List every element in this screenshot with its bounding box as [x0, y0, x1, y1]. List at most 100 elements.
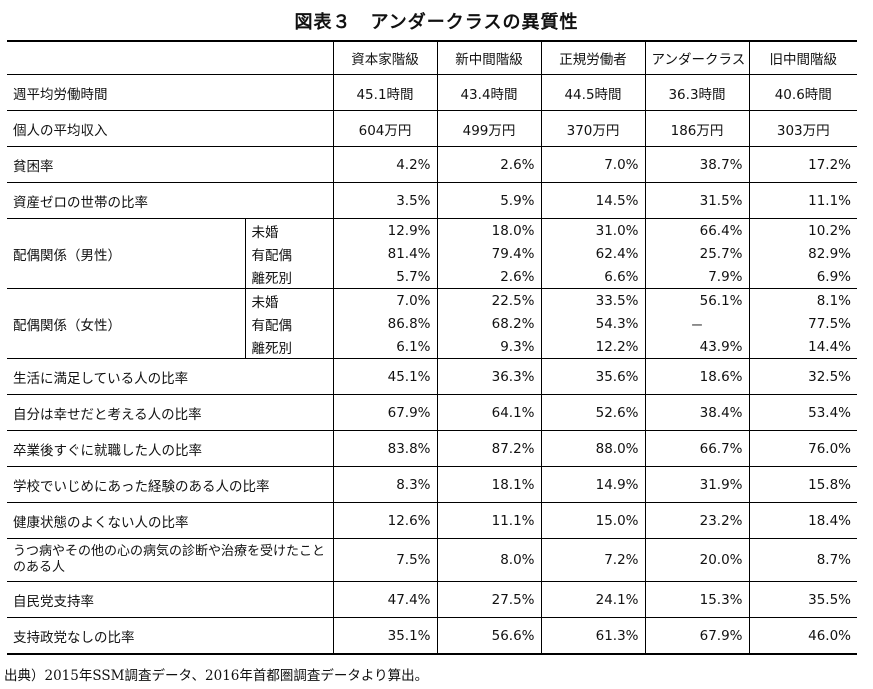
- row-label: 学校でいじめにあった経験のある人の比率: [13, 478, 270, 495]
- table-cell: 31.9%: [644, 466, 749, 503]
- row-label: 生活に満足している人の比率: [13, 370, 189, 387]
- table-cell: 8.0%: [436, 538, 541, 582]
- table-cell: 7.0%: [332, 288, 437, 312]
- column-header: 旧中間階級: [748, 41, 857, 75]
- table-cell: 9.3%: [436, 335, 541, 359]
- column-header: 新中間階級: [436, 41, 541, 75]
- table-cell: 18.6%: [644, 358, 749, 395]
- table-row: 健康状態のよくない人の比率 12.6% 11.1% 15.0% 23.2% 18.4%: [7, 502, 857, 539]
- table-cell: －: [644, 312, 749, 335]
- table-cell: 82.9%: [748, 242, 857, 265]
- table-cell: 52.6%: [540, 394, 645, 431]
- table-cell: 36.3時間: [644, 74, 749, 111]
- table-row: 離死別 6.1% 9.3% 12.2% 43.9% 14.4%: [7, 335, 857, 359]
- table-row: 資産ゼロの世帯の比率 3.5% 5.9% 14.5% 31.5% 11.1%: [7, 182, 857, 219]
- table-cell: 86.8%: [332, 312, 437, 335]
- table-cell: 499万円: [436, 110, 541, 147]
- table-cell: 83.8%: [332, 430, 437, 467]
- source-note: 出典）2015年SSM調査データ、2016年首都圏調査データより算出。: [4, 668, 429, 684]
- table-cell: 40.6時間: [748, 74, 857, 111]
- table-row: 配偶関係（男性） 未婚 12.9% 18.0% 31.0% 66.4% 10.2%: [7, 218, 857, 264]
- table-cell: 14.9%: [540, 466, 645, 503]
- table-cell: 31.0%: [540, 218, 645, 242]
- column-header: アンダークラス: [644, 41, 749, 75]
- table-cell: 76.0%: [748, 430, 857, 467]
- table-cell: 43.9%: [644, 335, 749, 359]
- table-row: 学校でいじめにあった経験のある人の比率 8.3% 18.1% 14.9% 31.9% 15…: [7, 466, 857, 503]
- table-cell: 2.6%: [436, 146, 541, 183]
- table-cell: 7.2%: [540, 538, 645, 582]
- table-cell: 6.6%: [540, 265, 645, 289]
- row-label: 週平均労働時間: [13, 86, 108, 103]
- table-cell: 43.4時間: [436, 74, 541, 111]
- table-row: 週平均労働時間 45.1時間 43.4時間 44.5時間 36.3時間 40.6時間: [7, 74, 857, 111]
- table-cell: 35.1%: [332, 617, 437, 654]
- table-cell: 45.1%: [332, 358, 437, 395]
- table-row: 配偶関係（女性） 未婚 7.0% 22.5% 33.5% 56.1% 8.1%: [7, 288, 857, 334]
- row-label: 個人の平均収入: [13, 122, 108, 139]
- table-row: 支持政党なしの比率 35.1% 56.6% 61.3% 67.9% 46.0%: [7, 617, 857, 654]
- table-cell: 370万円: [540, 110, 645, 147]
- table-cell: 18.0%: [436, 218, 541, 242]
- table-cell: 8.3%: [332, 466, 437, 503]
- table-cell: 11.1%: [436, 502, 541, 539]
- row-sublabel: 有配偶: [244, 242, 333, 265]
- table-row: 卒業後すぐに就職した人の比率 83.8% 87.2% 88.0% 66.7% 76.0%: [7, 430, 857, 467]
- table-cell: 604万円: [332, 110, 437, 147]
- row-label: 貧困率: [13, 158, 54, 175]
- table-cell: 46.0%: [748, 617, 857, 654]
- table-cell: 7.5%: [332, 538, 437, 582]
- table-cell: 7.9%: [644, 265, 749, 289]
- row-sublabel: 未婚: [244, 218, 333, 242]
- table-cell: 64.1%: [436, 394, 541, 431]
- table-cell: 87.2%: [436, 430, 541, 467]
- column-header: 正規労働者: [540, 41, 645, 75]
- table-row: 生活に満足している人の比率 45.1% 36.3% 35.6% 18.6% 32.5%: [7, 358, 857, 395]
- table-cell: 56.6%: [436, 617, 541, 654]
- table-cell: 68.2%: [436, 312, 541, 335]
- table-cell: 6.1%: [332, 335, 437, 359]
- table-cell: 18.1%: [436, 466, 541, 503]
- table-cell: 66.7%: [644, 430, 749, 467]
- table-row: 離死別 5.7% 2.6% 6.6% 7.9% 6.9%: [7, 265, 857, 289]
- table-cell: 14.5%: [540, 182, 645, 219]
- table-cell: 20.0%: [644, 538, 749, 582]
- table-cell: 23.2%: [644, 502, 749, 539]
- table-cell: 2.6%: [436, 265, 541, 289]
- row-sublabel: 離死別: [244, 265, 333, 289]
- table-cell: 36.3%: [436, 358, 541, 395]
- table-cell: 12.2%: [540, 335, 645, 359]
- table-cell: 27.5%: [436, 581, 541, 618]
- row-label: 配偶関係（女性）: [13, 317, 121, 334]
- table-cell: 54.3%: [540, 312, 645, 335]
- table-row: 個人の平均収入 604万円 499万円 370万円 186万円 303万円: [7, 110, 857, 147]
- table-cell: 10.2%: [748, 218, 857, 242]
- table-cell: 45.1時間: [332, 74, 437, 111]
- table-cell: 18.4%: [748, 502, 857, 539]
- table-row: 有配偶 86.8% 68.2% 54.3% － 77.5%: [7, 312, 857, 335]
- table-cell: 67.9%: [332, 394, 437, 431]
- row-label: 健康状態のよくない人の比率: [13, 514, 189, 531]
- table-cell: 53.4%: [748, 394, 857, 431]
- table-cell: 38.7%: [644, 146, 749, 183]
- table-cell: 62.4%: [540, 242, 645, 265]
- table-cell: 35.6%: [540, 358, 645, 395]
- table-row: 有配偶 81.4% 79.4% 62.4% 25.7% 82.9%: [7, 242, 857, 265]
- table-cell: 186万円: [644, 110, 749, 147]
- table-cell: 15.8%: [748, 466, 857, 503]
- table-cell: 17.2%: [748, 146, 857, 183]
- row-label: 自分は幸せだと考える人の比率: [13, 406, 202, 423]
- row-label: 卒業後すぐに就職した人の比率: [13, 442, 202, 459]
- row-sublabel: 未婚: [244, 288, 333, 312]
- table-cell: 14.4%: [748, 335, 857, 359]
- table-cell: 88.0%: [540, 430, 645, 467]
- column-header: 資本家階級: [332, 41, 437, 75]
- table-cell: 8.7%: [748, 538, 857, 582]
- table-row: うつ病やその他の心の病気の診断や治療を受けたことのある人 7.5% 8.0% 7.2%…: [7, 538, 857, 582]
- table-cell: 44.5時間: [540, 74, 645, 111]
- table-title: 図表３ アンダークラスの異質性: [294, 12, 579, 33]
- table-cell: 35.5%: [748, 581, 857, 618]
- table-cell: 79.4%: [436, 242, 541, 265]
- table-cell: 7.0%: [540, 146, 645, 183]
- table-cell: 15.3%: [644, 581, 749, 618]
